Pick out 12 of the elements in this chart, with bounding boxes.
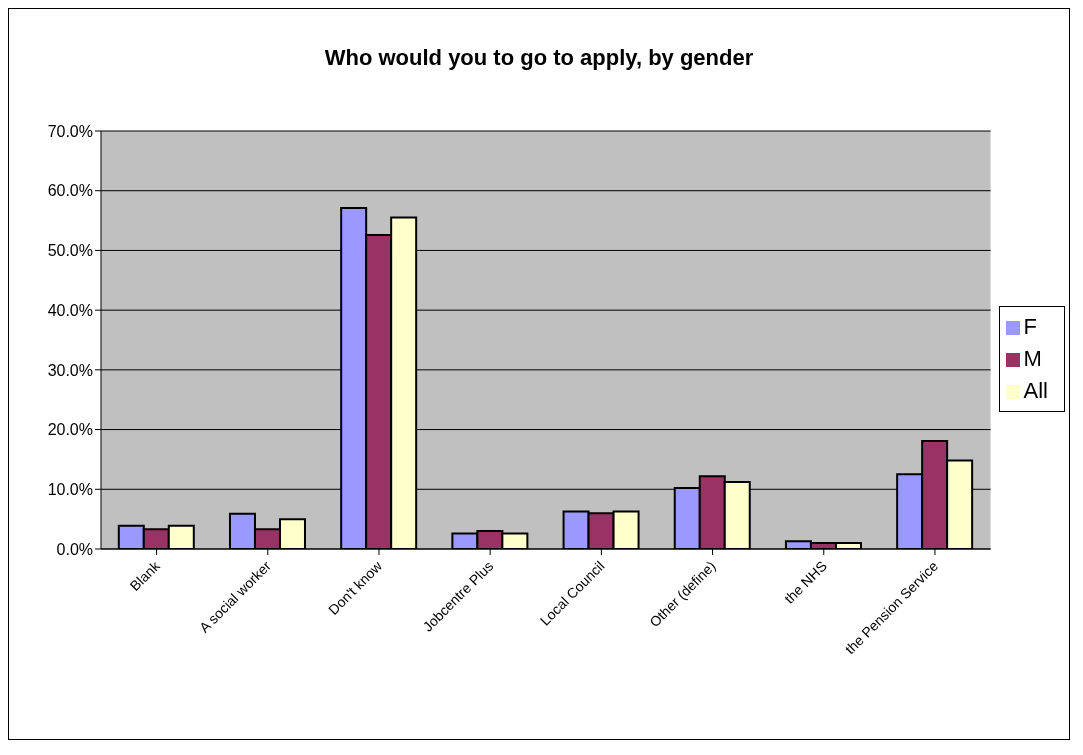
y-tick-label: 40.0% — [47, 301, 93, 319]
y-tick-label: 70.0% — [47, 122, 93, 140]
y-tick-label: 50.0% — [47, 242, 93, 260]
y-tick-label: 20.0% — [47, 421, 93, 439]
chart-title: Who would you to go to apply, by gender — [323, 45, 755, 71]
y-tick-label: 30.0% — [47, 361, 93, 379]
y-tick-label: 60.0% — [47, 182, 93, 200]
y-tick-label: 0.0% — [56, 540, 93, 558]
legend-label: All — [1023, 378, 1048, 403]
legend-label: M — [1023, 346, 1042, 371]
y-tick-label: 10.0% — [47, 480, 93, 498]
legend-label: F — [1023, 314, 1037, 339]
